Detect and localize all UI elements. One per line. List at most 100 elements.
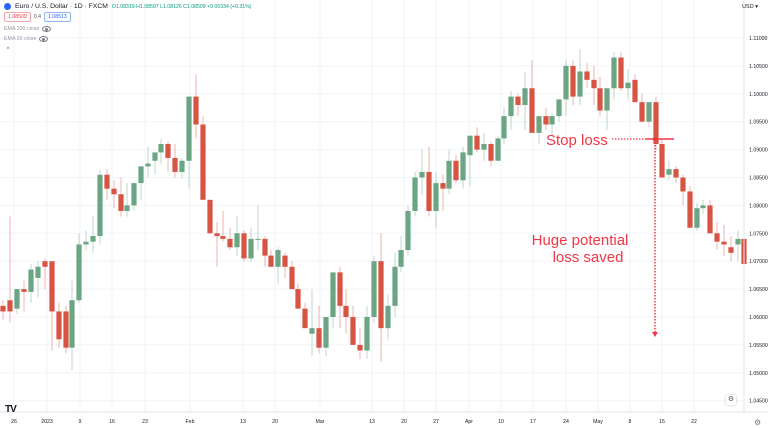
candle: [214, 222, 220, 267]
collapse-indicators-button[interactable]: ^: [6, 47, 10, 53]
candle: [453, 155, 459, 184]
price-tick-label: 1.06000: [749, 315, 768, 321]
price-tick-label: 1.11000: [749, 36, 767, 42]
candle: [145, 146, 151, 178]
candle: [275, 247, 281, 284]
candle: [714, 222, 720, 251]
candle: [611, 51, 617, 100]
candle: [584, 63, 590, 89]
candle: [104, 169, 110, 200]
candle: [172, 144, 178, 178]
candle: [604, 88, 610, 131]
candle: [255, 205, 261, 251]
candle: [597, 77, 603, 117]
time-tick-label: 26: [11, 419, 17, 425]
candle: [14, 289, 20, 315]
candle: [364, 305, 370, 359]
candle: [495, 135, 501, 161]
currency-label: USD: [742, 4, 754, 10]
candle: [165, 141, 171, 172]
candle: [563, 60, 569, 117]
candle: [481, 132, 487, 161]
candle: [556, 99, 562, 122]
candle: [42, 258, 48, 290]
candle: [522, 71, 528, 131]
candle: [666, 160, 672, 181]
time-tick-label: 16: [109, 419, 115, 425]
price-tick-label: 1.08000: [749, 203, 768, 209]
candle: [570, 60, 576, 105]
tradingview-logo[interactable]: TV: [5, 404, 17, 415]
candle: [680, 174, 686, 206]
candle: [419, 149, 425, 195]
candle: [700, 199, 706, 214]
candle: [316, 305, 322, 354]
currency-selector[interactable]: USD ▾: [742, 4, 758, 10]
ohlc-values: O1.08319 H1.08597 L1.08126 C1.08509 +0.0…: [111, 3, 252, 10]
eye-icon[interactable]: [42, 26, 52, 32]
candle: [309, 289, 315, 357]
time-tick-label: 22: [691, 419, 697, 425]
candle: [474, 127, 480, 153]
candle: [56, 303, 62, 348]
price-axis[interactable]: 1.11000 1.10500 1.10000 1.09500 1.09000 1.085…: [749, 36, 768, 405]
candle: [76, 233, 82, 304]
annotations: Stop loss Huge potential loss saved: [532, 132, 674, 337]
time-tick-label: 20: [401, 419, 407, 425]
candle: [426, 146, 432, 217]
candle: [632, 74, 638, 103]
candle: [282, 252, 288, 278]
candle: [7, 216, 13, 323]
time-tick-label: May: [593, 419, 603, 425]
candle: [138, 166, 144, 200]
candle: [440, 174, 446, 211]
sell-button[interactable]: 1.08509: [4, 12, 31, 22]
price-tick-label: 1.06500: [749, 287, 768, 293]
candle: [371, 255, 377, 323]
chart-header: Euro / U.S. Dollar · 1D · FXCM O1.08319 …: [4, 3, 252, 10]
price-tick-label: 1.07000: [749, 259, 768, 265]
chart-settings-button[interactable]: ⚙: [726, 395, 736, 405]
grid: [0, 0, 744, 412]
eye-icon[interactable]: [39, 36, 49, 42]
price-tick-label: 1.10000: [749, 92, 768, 98]
candle: [35, 261, 41, 298]
time-axis[interactable]: 26 2023 9 16 23 Feb 13 20 Mar 13 20 27 Apr 10 17 24 May 8…: [11, 419, 697, 425]
candle: [536, 116, 542, 145]
candle: [529, 60, 535, 133]
candle: [508, 91, 514, 131]
time-tick-label: 13: [369, 419, 375, 425]
candle: [543, 107, 549, 131]
candle: [721, 224, 727, 256]
candle: [467, 135, 473, 186]
candle: [234, 216, 240, 256]
loss-saved-label-line1: Huge potential: [532, 232, 629, 249]
candle: [111, 180, 117, 209]
stop-loss-marker-icon: [652, 137, 656, 141]
candle: [241, 230, 247, 262]
candle: [21, 280, 27, 312]
candle: [385, 294, 391, 340]
time-tick-label: 9: [79, 419, 82, 425]
candle: [268, 250, 274, 267]
time-tick-label: 27: [433, 419, 439, 425]
candle: [207, 199, 213, 234]
candle: [330, 272, 336, 329]
candle: [248, 227, 254, 262]
candle: [639, 93, 645, 122]
arrow-down-icon: [652, 332, 658, 337]
trade-panel: 1.08509 0.4 1.08513: [4, 12, 71, 22]
indicator-ema20[interactable]: EMA 20 close: [4, 36, 49, 42]
candle: [69, 280, 75, 371]
time-tick-label: 23: [142, 419, 148, 425]
time-tick-label: Mar: [316, 419, 325, 425]
candle: [433, 171, 439, 228]
price-tick-label: 1.05000: [749, 371, 768, 377]
candle: [63, 305, 69, 354]
symbol-title[interactable]: Euro / U.S. Dollar · 1D · FXCM: [15, 3, 108, 10]
indicator-ema200[interactable]: EMA 200 close: [4, 26, 52, 32]
buy-button[interactable]: 1.08513: [43, 12, 71, 22]
axis-settings-icon[interactable]: ⚙: [754, 418, 762, 427]
candle: [549, 113, 555, 136]
